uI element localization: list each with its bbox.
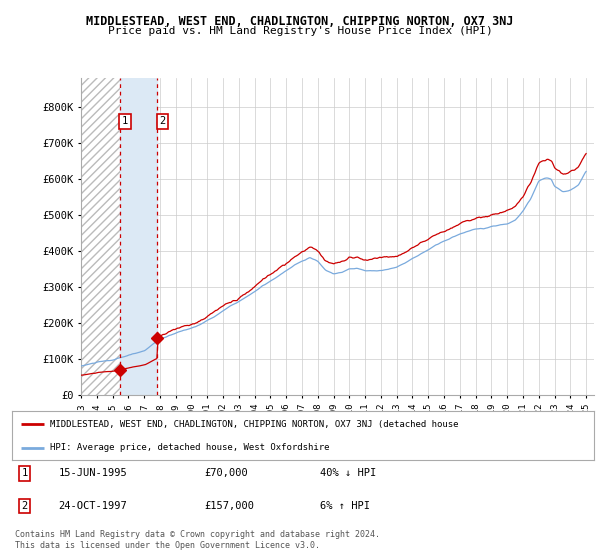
Text: MIDDLESTEAD, WEST END, CHADLINGTON, CHIPPING NORTON, OX7 3NJ: MIDDLESTEAD, WEST END, CHADLINGTON, CHIP…	[86, 15, 514, 27]
Text: 2: 2	[22, 501, 28, 511]
Text: Price paid vs. HM Land Registry's House Price Index (HPI): Price paid vs. HM Land Registry's House …	[107, 26, 493, 36]
Bar	[81, 78, 119, 395]
Text: Contains HM Land Registry data © Crown copyright and database right 2024.
This d: Contains HM Land Registry data © Crown c…	[15, 530, 380, 550]
Text: 1: 1	[22, 468, 28, 478]
Bar	[81, 78, 119, 395]
Text: 40% ↓ HPI: 40% ↓ HPI	[320, 468, 377, 478]
Text: 24-OCT-1997: 24-OCT-1997	[59, 501, 127, 511]
Text: £157,000: £157,000	[204, 501, 254, 511]
Text: HPI: Average price, detached house, West Oxfordshire: HPI: Average price, detached house, West…	[50, 444, 329, 452]
Text: 15-JUN-1995: 15-JUN-1995	[59, 468, 127, 478]
Text: £70,000: £70,000	[204, 468, 248, 478]
Text: MIDDLESTEAD, WEST END, CHADLINGTON, CHIPPING NORTON, OX7 3NJ (detached house: MIDDLESTEAD, WEST END, CHADLINGTON, CHIP…	[50, 421, 458, 430]
Bar	[119, 78, 157, 395]
Text: 2: 2	[159, 116, 166, 126]
Text: 1: 1	[122, 116, 128, 126]
Text: 6% ↑ HPI: 6% ↑ HPI	[320, 501, 370, 511]
